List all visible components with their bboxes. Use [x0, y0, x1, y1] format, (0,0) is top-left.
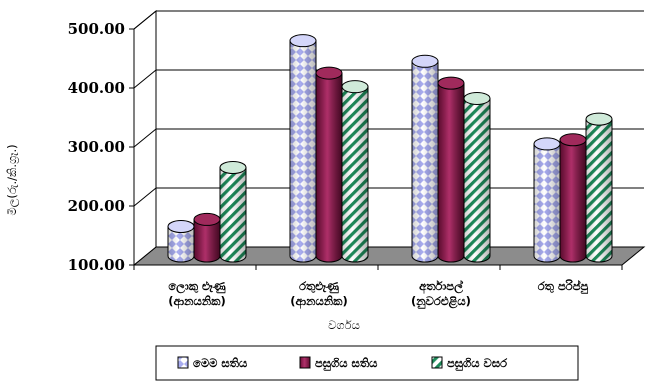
bar [559, 133, 587, 263]
gridline-side [133, 187, 157, 207]
gridline-side [133, 10, 157, 30]
legend-swatch [431, 356, 443, 369]
gridline-side [133, 69, 157, 89]
legend-swatch [177, 356, 189, 369]
legend-swatch [299, 356, 311, 369]
y-tick-label: 200.00 [68, 197, 125, 215]
x-tick-label: (ආනයනික) [168, 294, 225, 309]
legend: මෙම සතිය පසුගිය සතිය පසුගිය වසර [155, 345, 579, 381]
y-tick-label: 300.00 [68, 138, 125, 156]
legend-label: පසුගිය වසර [447, 356, 508, 372]
x-tick-label: (ආනයනික) [290, 294, 347, 309]
x-tick-label: අර්තාපල් [419, 279, 464, 295]
bar [289, 34, 317, 263]
bar [411, 54, 439, 263]
y-axis-title: මිල(රු./කි.ග්‍රෑ.) [5, 144, 20, 215]
legend-box [155, 345, 579, 381]
legend-label: මෙම සතිය [193, 356, 248, 370]
bar [341, 80, 369, 263]
x-tick-label: ලොකු ළූණු [168, 279, 226, 295]
bar [437, 76, 465, 263]
bar [533, 137, 561, 263]
y-tick-label: 100.00 [68, 256, 125, 274]
gridline-side [133, 128, 157, 148]
legend-label: පසුගිය සතිය [315, 356, 378, 372]
y-tick-label: 500.00 [68, 20, 125, 38]
bar [585, 112, 613, 263]
bar [315, 66, 343, 263]
bar [193, 212, 221, 263]
x-axis-title: වර්ගය [328, 318, 360, 332]
x-tick-labels: ලොකු ළූණු(ආනයනික)රතුළූණු(ආනයනික)අර්තාපල්… [168, 278, 588, 310]
x-tick-label: රතු පරිප්පු [538, 278, 589, 295]
bar [463, 91, 491, 263]
bars [167, 34, 613, 263]
bar [219, 161, 247, 263]
x-tick-label: (නුවරඑළිය) [411, 294, 471, 310]
y-tick-label: 400.00 [68, 79, 125, 97]
bar [167, 220, 195, 263]
y-tick-labels: 100.00 200.00 300.00 400.00 500.00 [68, 20, 125, 274]
x-tick-label: රතුළූණු [299, 279, 340, 294]
